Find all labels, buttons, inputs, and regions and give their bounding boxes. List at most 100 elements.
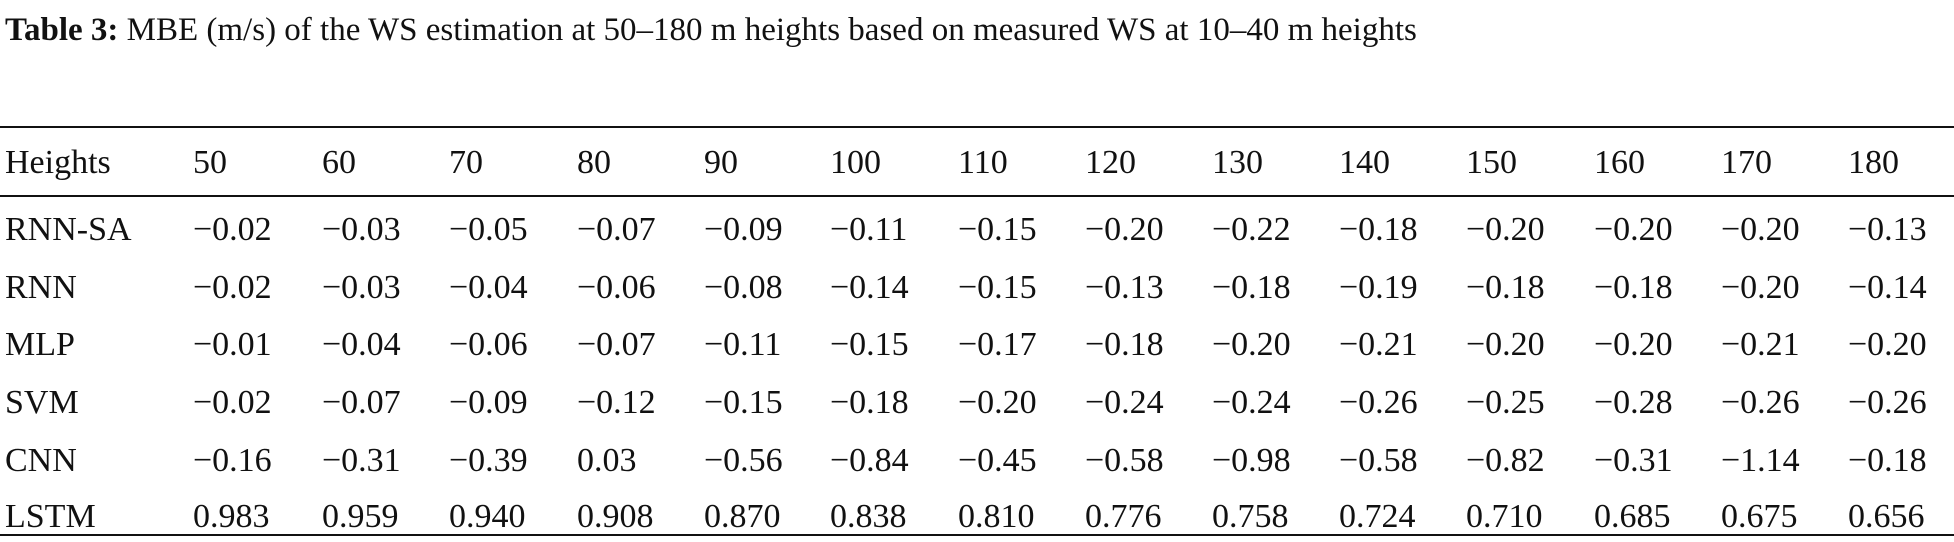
table-cell: −0.13 xyxy=(1085,269,1164,306)
table-cell: −1.14 xyxy=(1721,442,1800,479)
table-cell: −0.09 xyxy=(449,384,528,421)
table-caption-label: Table 3: xyxy=(5,12,119,48)
table-cell: −0.14 xyxy=(830,269,909,306)
table-cell: −0.20 xyxy=(1721,211,1800,248)
table-cell: −0.18 xyxy=(1339,211,1418,248)
header-cell: 110 xyxy=(958,144,1008,181)
table-cell: −0.14 xyxy=(1848,269,1927,306)
table-cell: −0.22 xyxy=(1212,211,1291,248)
table-cell: −0.18 xyxy=(1085,326,1164,363)
table-caption-text: MBE (m/s) of the WS estimation at 50–180… xyxy=(118,12,1417,48)
table-cell: −0.21 xyxy=(1339,326,1418,363)
table-cell: −0.07 xyxy=(577,326,656,363)
table-row: MLP −0.01 −0.04 −0.06 −0.07 −0.11 −0.15 −0.17 −0… xyxy=(0,320,1954,370)
table-cell: −0.04 xyxy=(322,326,401,363)
table-cell: −0.08 xyxy=(704,269,783,306)
row-label-cell: MLP xyxy=(5,326,75,363)
table-cell: 0.776 xyxy=(1085,498,1162,535)
table-cell: −0.15 xyxy=(958,269,1037,306)
header-cell: 170 xyxy=(1721,144,1772,181)
table-cell: −0.09 xyxy=(704,211,783,248)
table-cell: −0.18 xyxy=(1594,269,1673,306)
table-header-rule xyxy=(0,195,1954,197)
table-cell: −0.03 xyxy=(322,269,401,306)
table-header-row: Heights 50 60 70 80 90 100 110 120 130 140 150 160 17… xyxy=(0,138,1954,188)
table-cell: −0.20 xyxy=(1594,211,1673,248)
table-cell: −0.17 xyxy=(958,326,1037,363)
table-cell: −0.98 xyxy=(1212,442,1291,479)
header-cell: 140 xyxy=(1339,144,1390,181)
table-cell: −0.20 xyxy=(1212,326,1291,363)
table-cell: 0.983 xyxy=(193,498,270,535)
table-cell: 0.959 xyxy=(322,498,399,535)
header-cell: 120 xyxy=(1085,144,1136,181)
table-cell: 0.724 xyxy=(1339,498,1416,535)
table-cell: −0.18 xyxy=(1212,269,1291,306)
row-label-cell: RNN-SA xyxy=(5,211,132,248)
table-cell: −0.03 xyxy=(322,211,401,248)
header-cell: 50 xyxy=(193,144,227,181)
table-cell: −0.20 xyxy=(1721,269,1800,306)
table-cell: −0.28 xyxy=(1594,384,1673,421)
table-cell: −0.20 xyxy=(1848,326,1927,363)
table-cell: −0.13 xyxy=(1848,211,1927,248)
table-cell: 0.685 xyxy=(1594,498,1671,535)
table-cell: 0.710 xyxy=(1466,498,1543,535)
table-cell: −0.02 xyxy=(193,269,272,306)
table-cell: −0.20 xyxy=(1085,211,1164,248)
table-row: SVM −0.02 −0.07 −0.09 −0.12 −0.15 −0.18 −0.20 −0… xyxy=(0,378,1954,428)
table-cell: −0.58 xyxy=(1085,442,1164,479)
table-cell: −0.18 xyxy=(1466,269,1545,306)
header-cell: 90 xyxy=(704,144,738,181)
header-cell: 160 xyxy=(1594,144,1645,181)
table-cell: −0.16 xyxy=(193,442,272,479)
table-cell: −0.02 xyxy=(193,211,272,248)
header-cell: 180 xyxy=(1848,144,1899,181)
table-cell: −0.05 xyxy=(449,211,528,248)
table-row: RNN-SA −0.02 −0.03 −0.05 −0.07 −0.09 −0.11 −0.1… xyxy=(0,205,1954,255)
table-cell: −0.11 xyxy=(704,326,782,363)
table-row: CNN −0.16 −0.31 −0.39 0.03 −0.56 −0.84 −0.45 −0.… xyxy=(0,436,1954,486)
table-cell: −0.25 xyxy=(1466,384,1545,421)
table-cell: 0.656 xyxy=(1848,498,1925,535)
row-label-cell: RNN xyxy=(5,269,77,306)
header-cell: 130 xyxy=(1212,144,1263,181)
table-cell: −0.15 xyxy=(958,211,1037,248)
table-cell: 0.758 xyxy=(1212,498,1289,535)
table-cell: −0.20 xyxy=(958,384,1037,421)
table-row: RNN −0.02 −0.03 −0.04 −0.06 −0.08 −0.14 −0.15 −0… xyxy=(0,263,1954,313)
table-cell: −0.02 xyxy=(193,384,272,421)
table-cell: −0.56 xyxy=(704,442,783,479)
header-cell: 100 xyxy=(830,144,881,181)
table-cell: −0.19 xyxy=(1339,269,1418,306)
table-cell: −0.07 xyxy=(322,384,401,421)
table-cell: −0.31 xyxy=(322,442,401,479)
table-cell: −0.31 xyxy=(1594,442,1673,479)
table-cell: −0.39 xyxy=(449,442,528,479)
table-cell: −0.84 xyxy=(830,442,909,479)
header-cell: 70 xyxy=(449,144,483,181)
table-cell: −0.18 xyxy=(1848,442,1927,479)
table-cell: −0.24 xyxy=(1212,384,1291,421)
table-cell: −0.26 xyxy=(1721,384,1800,421)
header-cell-label: Heights xyxy=(5,144,111,181)
table-cell: 0.908 xyxy=(577,498,654,535)
table-cell: −0.06 xyxy=(577,269,656,306)
table-cell: 0.03 xyxy=(577,442,637,479)
table-cell: 0.838 xyxy=(830,498,907,535)
table-bottom-rule xyxy=(0,534,1954,536)
table-cell: −0.15 xyxy=(704,384,783,421)
table-cell: −0.12 xyxy=(577,384,656,421)
table-cell: 0.810 xyxy=(958,498,1035,535)
table-cell: −0.21 xyxy=(1721,326,1800,363)
table-cell: −0.07 xyxy=(577,211,656,248)
table-cell: −0.26 xyxy=(1848,384,1927,421)
table-cell: −0.04 xyxy=(449,269,528,306)
header-cell: 60 xyxy=(322,144,356,181)
table-top-rule xyxy=(0,126,1954,128)
table-cell: −0.15 xyxy=(830,326,909,363)
table-caption: Table 3: MBE (m/s) of the WS estimation … xyxy=(5,8,1949,53)
header-cell: 150 xyxy=(1466,144,1517,181)
table-cell: 0.940 xyxy=(449,498,526,535)
